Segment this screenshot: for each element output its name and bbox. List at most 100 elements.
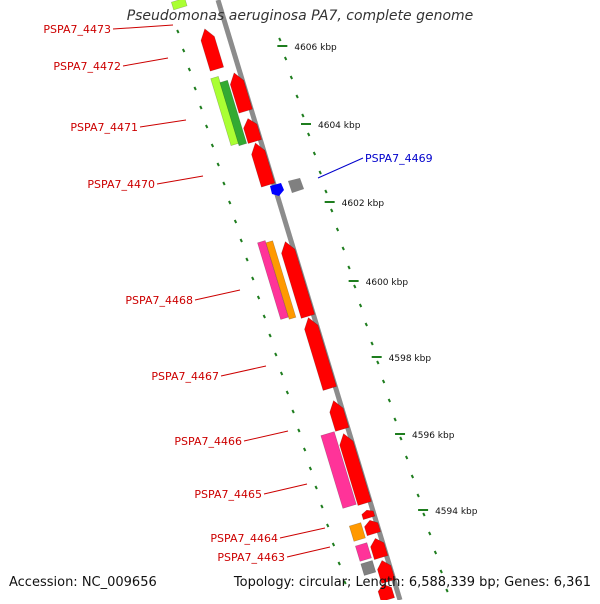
gene-arrow [364,519,381,537]
minor-tick [187,67,192,72]
minor-tick [199,105,203,110]
gene-arrow [251,142,276,188]
minor-tick [289,75,294,80]
gene-feature [339,433,372,506]
minor-tick [347,265,351,270]
minor-tick [404,455,409,460]
minor-tick [428,531,432,536]
gene-feature [377,560,396,584]
scale-label: 4598 kbp [389,354,432,364]
minor-tick [331,542,336,547]
minor-tick [285,390,289,395]
label-leader-line [263,483,308,495]
accession-text: Accession: NC_009656 [9,575,157,590]
minor-tick [278,37,282,42]
minor-tick [256,295,261,300]
minor-tick [381,379,386,384]
map-title: Pseudomonas aeruginosa PA7, complete gen… [126,8,474,24]
gene-layer [170,0,396,603]
gene-label-pspa7_4469: PSPA7_4469 [365,152,433,165]
minor-tick [445,588,449,593]
minor-tick [326,523,330,528]
gene-arrow [281,241,316,319]
gene-feature [320,431,357,509]
minor-tick [416,493,420,498]
minor-tick [337,561,341,566]
gene-arrow [265,240,297,320]
gene-feature [257,240,289,320]
minor-tick [358,303,363,308]
minor-tick [222,181,226,186]
minor-tick [176,29,180,34]
minor-tick [439,569,443,574]
gene-arrow [361,509,376,520]
gene-arrow [243,118,262,144]
minor-tick [335,227,340,232]
minor-tick [181,48,186,53]
minor-tick [343,580,347,585]
gene-arrow [329,400,350,432]
minor-tick [393,417,397,422]
minor-tick [364,322,368,327]
gene-label-pspa7_4463: PSPA7_4463 [217,551,285,564]
label-leader-line [194,289,241,301]
gene-label-layer: PSPA7_4473 PSPA7_4472 PSPA7_4471 PSPA7_4470… [43,23,432,564]
gene-feature [219,79,248,147]
gene-feature [370,538,389,560]
gene-label-pspa7_4466: PSPA7_4466 [174,435,242,448]
scale-label: 4602 kbp [342,199,385,209]
minor-tick [320,504,324,509]
label-leader-line [286,546,331,558]
minor-tick [301,113,305,118]
gene-feature [281,241,316,319]
minor-tick [262,314,266,319]
minor-tick [312,151,317,156]
minor-tick [353,284,357,289]
gene-arrow [348,522,366,542]
gene-arrow [320,431,357,509]
gene-label-pspa7_4473: PSPA7_4473 [43,23,111,36]
scale-label: 4594 kbp [435,507,478,517]
minor-tick [308,466,313,471]
scale-label: 4600 kbp [366,278,409,288]
minor-tick [399,436,403,441]
minor-tick [307,132,311,137]
gene-feature [360,560,377,576]
gene-feature [348,522,366,542]
minor-tick [283,56,288,61]
gene-arrow [360,560,377,576]
label-leader-line [122,57,169,67]
minor-tick [422,512,426,517]
gene-feature [229,72,253,114]
gene-feature [304,317,337,391]
minor-tick [376,360,380,365]
gene-label-pspa7_4467: PSPA7_4467 [151,370,219,383]
minor-tick [274,352,278,357]
minor-tick [193,86,197,91]
scale-label: 4604 kbp [318,121,361,131]
minor-tick [216,162,220,167]
topology-text: Topology: circular; Length: 6,588,339 bp… [233,575,591,590]
minor-tick [324,189,328,194]
label-leader-line [243,430,289,442]
gene-feature [329,400,350,432]
minor-tick [205,124,209,129]
minor-tick [239,238,243,243]
minor-tick [433,550,438,555]
gene-feature [355,542,372,562]
minor-tick [210,143,215,148]
minor-tick [302,447,307,452]
gene-feature [361,509,376,520]
label-leader-line [139,119,187,128]
gene-arrow [339,433,372,506]
gene-arrow [219,79,248,147]
gene-arrow [170,0,188,11]
gene-arrow-blue [270,183,284,196]
tick-layer [176,29,449,593]
minor-tick [318,170,322,175]
minor-tick [410,474,415,479]
gene-label-pspa7_4468: PSPA7_4468 [125,294,193,307]
minor-tick [268,333,272,338]
scale-label: 4596 kbp [412,431,455,441]
